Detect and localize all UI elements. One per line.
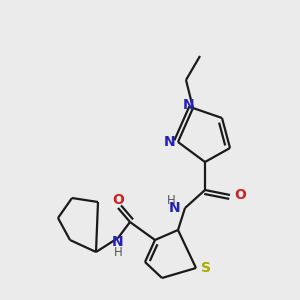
Text: O: O (234, 188, 246, 202)
Text: N: N (112, 235, 124, 249)
Text: H: H (114, 245, 122, 259)
Text: N: N (169, 201, 181, 215)
Text: N: N (183, 98, 195, 112)
Text: S: S (201, 261, 211, 275)
Text: O: O (112, 193, 124, 207)
Text: N: N (164, 135, 176, 149)
Text: H: H (167, 194, 176, 206)
